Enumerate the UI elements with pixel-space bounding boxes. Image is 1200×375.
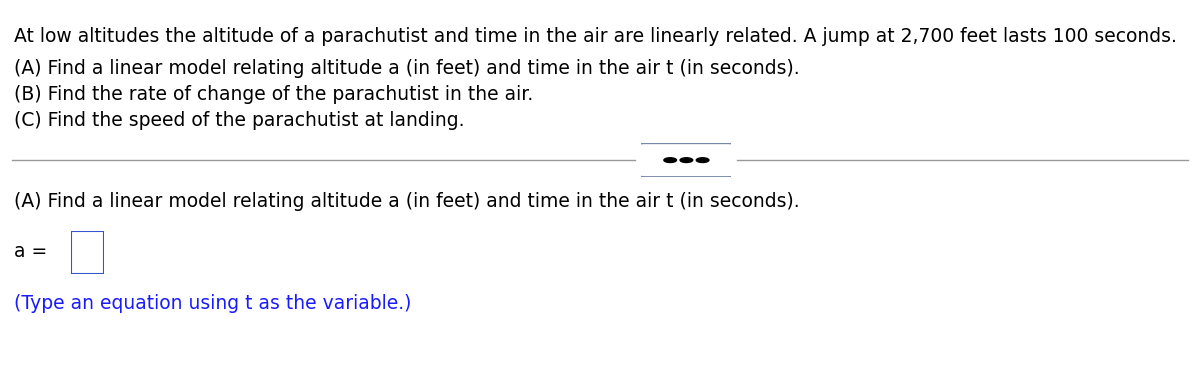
Text: (Type an equation using t as the variable.): (Type an equation using t as the variabl… — [14, 294, 412, 314]
Circle shape — [664, 158, 677, 162]
Text: At low altitudes the altitude of a parachutist and time in the air are linearly : At low altitudes the altitude of a parac… — [14, 27, 1177, 46]
Text: (A) Find a linear model relating altitude a (in feet) and time in the air t (in : (A) Find a linear model relating altitud… — [14, 192, 800, 211]
Text: a =: a = — [14, 242, 48, 261]
FancyBboxPatch shape — [71, 231, 104, 274]
Circle shape — [680, 158, 692, 162]
Text: (C) Find the speed of the parachutist at landing.: (C) Find the speed of the parachutist at… — [14, 111, 464, 130]
Circle shape — [696, 158, 709, 162]
Text: (A) Find a linear model relating altitude a (in feet) and time in the air t (in : (A) Find a linear model relating altitud… — [14, 59, 800, 78]
Text: (B) Find the rate of change of the parachutist in the air.: (B) Find the rate of change of the parac… — [14, 85, 534, 104]
FancyBboxPatch shape — [638, 143, 734, 177]
